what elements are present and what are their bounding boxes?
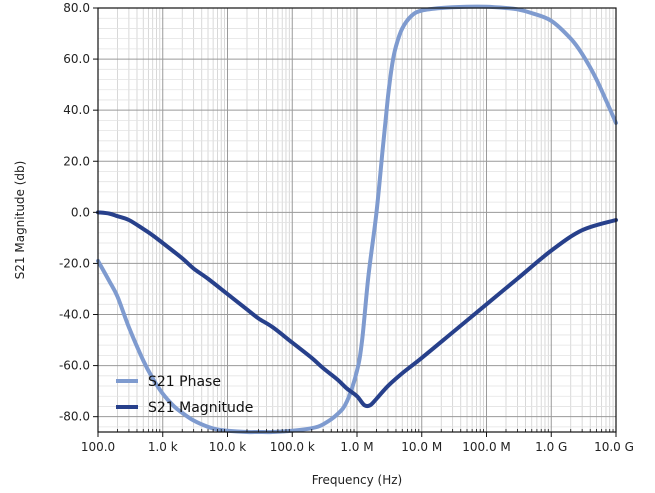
series-line-s21-magnitude [96,210,618,409]
tick-labels: 100.0 1.0 k 10.0 k 100.0 k 1.0 M 10.0 M 100.0 … [59,1,634,454]
y-axis-title: S21 Magnitude (db) [13,161,27,280]
legend-label-s21-magnitude: S21 Magnitude [148,400,253,416]
x-tick-label: 1.0 M [340,440,373,454]
y-tick-label: -80.0 [59,410,90,424]
x-tick-label: 10.0 M [401,440,442,454]
axis-ticks [93,7,617,437]
x-tick-label: 100.0 k [270,440,315,454]
y-tick-label: -40.0 [59,308,90,322]
x-tick-label: 10.0 G [594,440,634,454]
legend-label-s21-phase: S21 Phase [148,374,221,390]
y-tick-label: -20.0 [59,256,90,270]
x-axis-title: Frequency (Hz) [312,473,403,487]
x-tick-label: 100.0 [81,440,115,454]
x-tick-label: 100.0 M [462,440,511,454]
legend: S21 Phase S21 Magnitude [116,374,253,416]
x-tick-label: 10.0 k [209,440,247,454]
y-tick-label: 0.0 [71,205,90,219]
x-tick-label: 1.0 G [535,440,567,454]
y-tick-label: 80.0 [63,1,90,15]
x-tick-label: 1.0 k [148,440,178,454]
y-tick-label: -60.0 [59,359,90,373]
y-tick-label: 60.0 [63,52,90,66]
y-tick-label: 40.0 [63,103,90,117]
y-tick-label: 20.0 [63,154,90,168]
